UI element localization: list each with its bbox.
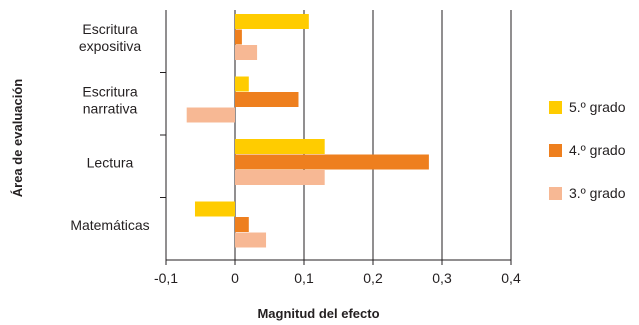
category-label: Matemáticas xyxy=(70,217,149,233)
x-axis-title: Magnitud del efecto xyxy=(257,306,379,321)
legend-swatch xyxy=(549,144,562,157)
x-tick-label: 0,2 xyxy=(363,270,383,286)
bar xyxy=(235,217,249,232)
bar-series xyxy=(186,14,429,248)
category-label-line: narrativa xyxy=(83,100,138,116)
x-tick-label: 0 xyxy=(231,270,239,286)
category-label-line: expositiva xyxy=(79,38,141,54)
x-tick-label: 0,1 xyxy=(294,270,314,286)
bar xyxy=(235,139,325,154)
x-tick-label: 0,3 xyxy=(432,270,452,286)
vertical-gridlines xyxy=(165,10,512,265)
category-label: Lectura xyxy=(87,154,134,170)
category-label: Escritura expositiva xyxy=(79,21,141,54)
bar xyxy=(235,45,258,60)
bar xyxy=(235,92,299,107)
legend-swatch xyxy=(549,101,562,114)
category-label-line: Lectura xyxy=(87,154,134,170)
bar xyxy=(235,232,267,248)
bar xyxy=(235,29,242,45)
y-axis-title: Área de evaluación xyxy=(10,79,25,198)
category-label-line: Escritura xyxy=(82,21,137,37)
x-tick-label: -0,1 xyxy=(154,270,178,286)
bar xyxy=(235,14,309,29)
value-axis: -0,1 0 0,1 0,2 0,3 0,4 xyxy=(154,259,521,286)
category-label-line: Escritura xyxy=(82,83,137,99)
bar xyxy=(235,76,249,92)
legend-label: 4.º grado xyxy=(569,142,626,158)
bar xyxy=(186,107,235,123)
legend-label: 3.º grado xyxy=(569,185,626,201)
category-label: Escritura narrativa xyxy=(82,83,137,116)
bar xyxy=(235,154,429,170)
category-label-line: Matemáticas xyxy=(70,217,149,233)
legend-swatch xyxy=(549,187,562,200)
category-axis xyxy=(160,10,167,260)
legend-label: 5.º grado xyxy=(569,99,626,115)
bar xyxy=(235,170,325,185)
x-tick-label: 0,4 xyxy=(501,270,521,286)
bar xyxy=(194,201,235,217)
legend: 5.º grado 4.º grado 3.º grado xyxy=(549,99,626,201)
